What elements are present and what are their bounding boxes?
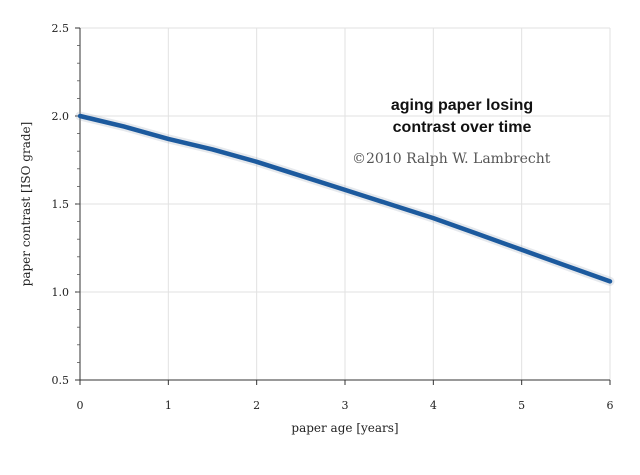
x-tick-label: 6 (607, 399, 614, 412)
x-tick-label: 3 (342, 399, 349, 412)
x-tick-label: 2 (253, 399, 260, 412)
copyright-text: ©2010 Ralph W. Lambrecht (352, 151, 551, 167)
y-tick-label: 1.0 (52, 286, 70, 299)
y-axis-label: paper contrast [ISO grade] (19, 122, 33, 287)
x-tick-label: 1 (165, 399, 172, 412)
grid-lines (80, 27, 611, 380)
y-tick-label: 2.5 (52, 22, 70, 35)
y-tick-label: 1.5 (52, 198, 70, 211)
series-group (75, 111, 615, 286)
x-tick-label: 0 (77, 399, 84, 412)
axis-ticks (75, 27, 611, 385)
annotation-line-2: contrast over time (393, 119, 532, 136)
x-tick-label: 4 (430, 399, 437, 412)
x-tick-labels: 0 1 2 3 4 5 6 (77, 399, 614, 412)
series-line (77, 113, 613, 284)
x-axis-label: paper age [years] (291, 421, 398, 435)
y-tick-label: 0.5 (52, 374, 70, 387)
x-tick-label: 5 (518, 399, 525, 412)
y-tick-label: 2.0 (52, 110, 70, 123)
y-tick-labels: 0.5 1.0 1.5 2.0 2.5 (52, 22, 70, 387)
annotation-line-1: aging paper losing (391, 97, 533, 114)
